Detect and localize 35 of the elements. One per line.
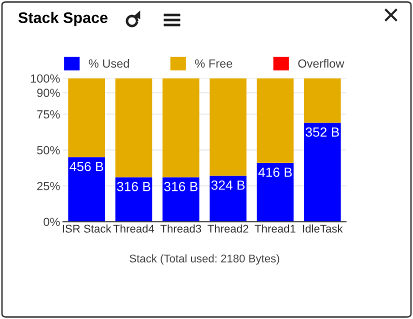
y-tick-label: 100% bbox=[30, 74, 60, 83]
legend-label: Overflow bbox=[298, 59, 344, 68]
y-tick-label: 75% bbox=[37, 110, 60, 119]
y-tick-label: 25% bbox=[37, 182, 60, 190]
chart-title: Stack Space bbox=[18, 12, 108, 26]
x-tick-label: ISR Stack bbox=[62, 224, 112, 233]
bar bbox=[68, 157, 105, 222]
annotation: 324 B bbox=[211, 180, 245, 190]
bar bbox=[115, 177, 152, 222]
bar bbox=[256, 78, 294, 163]
y-tick-label: 90% bbox=[37, 88, 60, 98]
bar bbox=[162, 177, 200, 222]
annotation: 316 B bbox=[117, 182, 150, 192]
bar bbox=[256, 162, 294, 222]
annotation: 352 B bbox=[306, 127, 339, 137]
bar bbox=[304, 122, 341, 222]
legend-label: % Free bbox=[195, 59, 232, 68]
bar bbox=[210, 176, 246, 222]
x-tick-label: Thread2 bbox=[208, 224, 248, 233]
bar bbox=[210, 78, 246, 176]
bar bbox=[304, 78, 341, 123]
x-tick-label: IdleTask bbox=[303, 224, 343, 233]
bar bbox=[162, 78, 200, 178]
y-tick-label: 50% bbox=[37, 146, 60, 154]
annotation: 316 B bbox=[164, 182, 198, 192]
x-axis-title: Stack (Total used: 2180 Bytes) bbox=[130, 254, 280, 265]
x-tick-label: Thread1 bbox=[254, 224, 296, 233]
annotation: 416 B bbox=[258, 168, 292, 177]
x-tick-label: Thread4 bbox=[113, 224, 154, 233]
bar bbox=[115, 78, 152, 178]
x-tick-label: Thread3 bbox=[160, 224, 202, 233]
annotation: 456 B bbox=[70, 162, 104, 172]
y-tick-label: 0% bbox=[44, 218, 60, 226]
bar bbox=[68, 78, 105, 158]
legend-label: % Used bbox=[88, 59, 129, 68]
